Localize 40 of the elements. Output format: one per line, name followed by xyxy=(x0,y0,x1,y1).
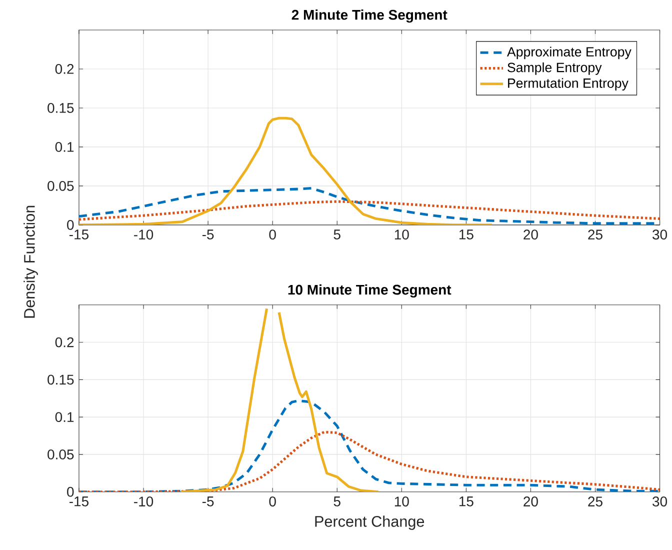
x-tick-label: -5 xyxy=(202,496,214,506)
x-tick-label: 30 xyxy=(652,230,668,240)
x-tick-label: 5 xyxy=(334,496,340,506)
y-tick-label: 0 xyxy=(67,486,74,497)
y-tick-label: 0.1 xyxy=(55,412,74,422)
y-tick-label: 0.05 xyxy=(48,450,74,460)
legend-label: Sample Entropy xyxy=(508,62,602,75)
x-tick-label: 0 xyxy=(269,496,276,507)
line-series xyxy=(78,116,494,226)
x-tick-label: 20 xyxy=(524,496,538,507)
y-tick-label: 0.2 xyxy=(55,337,74,348)
x-tick-label: -15 xyxy=(69,496,88,506)
y-tick-label: 0.15 xyxy=(48,103,74,114)
x-tick-label: -15 xyxy=(69,230,88,240)
x-tick-label: 0 xyxy=(269,230,276,240)
x-tick-label: 5 xyxy=(334,230,340,240)
x-tick-label: 25 xyxy=(588,230,602,240)
legend-label: Permutation Entropy xyxy=(508,78,628,91)
y-tick-label: 0.15 xyxy=(48,374,74,385)
x-tick-label: 15 xyxy=(459,230,474,240)
x-tick-label: 10 xyxy=(394,496,409,507)
y-tick-label: 0.05 xyxy=(48,181,74,191)
y-tick-label: 0.1 xyxy=(55,142,74,152)
x-axis-title: Percent Change xyxy=(315,516,424,530)
chart-title: 2 Minute Time Segment xyxy=(292,10,448,23)
y-axis-title: Density Function xyxy=(24,206,38,318)
y-tick-label: 0.2 xyxy=(55,64,74,74)
x-tick-label: -10 xyxy=(134,496,154,507)
chart-title: 10 Minute Time Segment xyxy=(288,284,452,298)
x-tick-label: -5 xyxy=(202,230,214,240)
y-tick-label: 0 xyxy=(67,220,74,230)
line-series xyxy=(78,430,660,492)
x-tick-label: 15 xyxy=(459,496,474,506)
legend-label: Approximate Entropy xyxy=(506,46,632,60)
x-tick-label: 25 xyxy=(588,496,602,507)
x-tick-label: 10 xyxy=(394,230,409,240)
line-series xyxy=(78,399,660,492)
x-tick-label: -10 xyxy=(134,230,154,240)
x-tick-label: 30 xyxy=(652,496,668,507)
x-tick-label: 20 xyxy=(524,230,538,240)
